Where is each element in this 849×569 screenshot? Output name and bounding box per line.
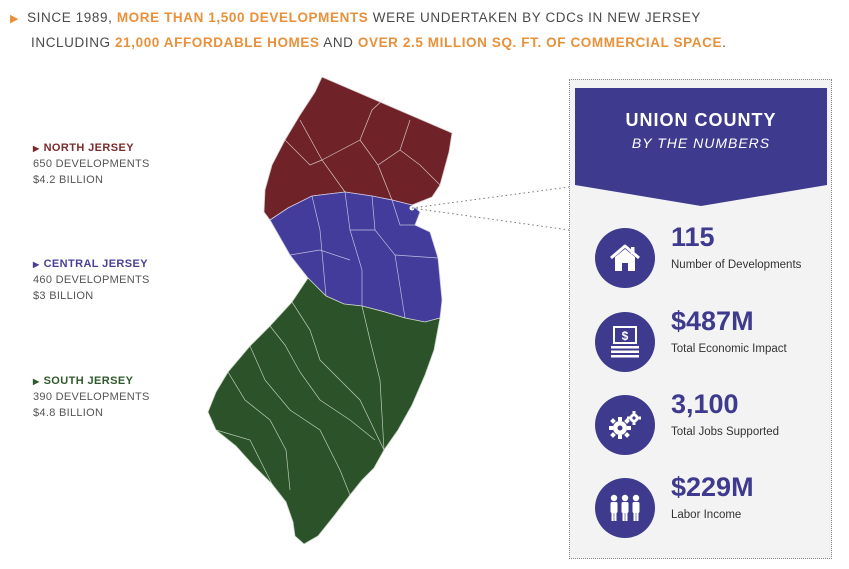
headline-seg: SINCE 1989, [27,10,117,25]
house-icon [595,228,655,288]
banner-shape [575,88,827,206]
stat-value: 3,100 [671,389,739,419]
headline-seg: INCLUDING [31,35,116,50]
headline-line-2: INCLUDING 21,000 AFFORDABLE HOMES AND OV… [10,31,830,54]
stat-value: $487M [671,306,754,336]
region-title: SOUTH JERSEY [43,375,134,387]
stat-value: 115 [671,222,715,252]
headline-seg: . [722,35,727,50]
legend-north-jersey: ▶ NORTH JERSEY 650 DEVELOPMENTS $4.2 BILL… [33,141,150,188]
region-amount: $4.8 BILLION [33,407,104,419]
new-jersey-map [207,76,453,545]
stat-label: Number of Developments [671,259,802,271]
county-borders [289,191,439,319]
stat-label: Total Economic Impact [671,343,787,355]
triangle-bullet-icon: ▶ [33,144,40,153]
stat-label: Labor Income [671,509,742,521]
triangle-bullet-icon: ▶ [33,377,40,386]
region-developments: 650 DEVELOPMENTS [33,158,150,170]
legend-central-jersey: ▶ CENTRAL JERSEY 460 DEVELOPMENTS $3 BILL… [33,257,150,304]
headline: ▶ SINCE 1989, MORE THAN 1,500 DEVELOPMENT… [10,6,830,54]
headline-seg: WERE UNDERTAKEN BY CDCs IN NEW JERSEY [368,10,702,25]
region-title: NORTH JERSEY [43,142,134,154]
stat-label: Total Jobs Supported [671,426,780,438]
triangle-bullet-icon: ▶ [33,260,40,269]
headline-highlight: OVER 2.5 MILLION SQ. FT. OF COMMERCIAL S… [357,35,723,50]
region-amount: $3 BILLION [33,290,94,302]
people-icon [595,478,655,538]
county-borders [284,97,441,201]
svg-text:$: $ [622,329,629,343]
county-borders [215,301,385,496]
headline-highlight: MORE THAN 1,500 DEVELOPMENTS [116,10,369,25]
legend-south-jersey: ▶ SOUTH JERSEY 390 DEVELOPMENTS $4.8 BILL… [33,374,150,421]
panel-subtitle: BY THE NUMBERS [631,135,771,151]
region-title: CENTRAL JERSEY [43,258,148,270]
gears-icon [595,395,655,455]
headline-seg: AND [319,35,358,50]
region-developments: 460 DEVELOPMENTS [33,274,150,286]
panel-banner: UNION COUNTY BY THE NUMBERS [575,88,827,206]
money-stack-icon: $ [595,312,655,372]
headline-highlight: 21,000 AFFORDABLE HOMES [115,35,320,50]
region-amount: $4.2 BILLION [33,174,104,186]
headline-line-1: ▶ SINCE 1989, MORE THAN 1,500 DEVELOPMENT… [10,6,830,31]
stat-value: $229M [671,472,754,502]
triangle-bullet-icon: ▶ [10,13,20,25]
panel-title: UNION COUNTY [625,110,777,130]
region-south-jersey [207,277,441,545]
region-developments: 390 DEVELOPMENTS [33,391,150,403]
